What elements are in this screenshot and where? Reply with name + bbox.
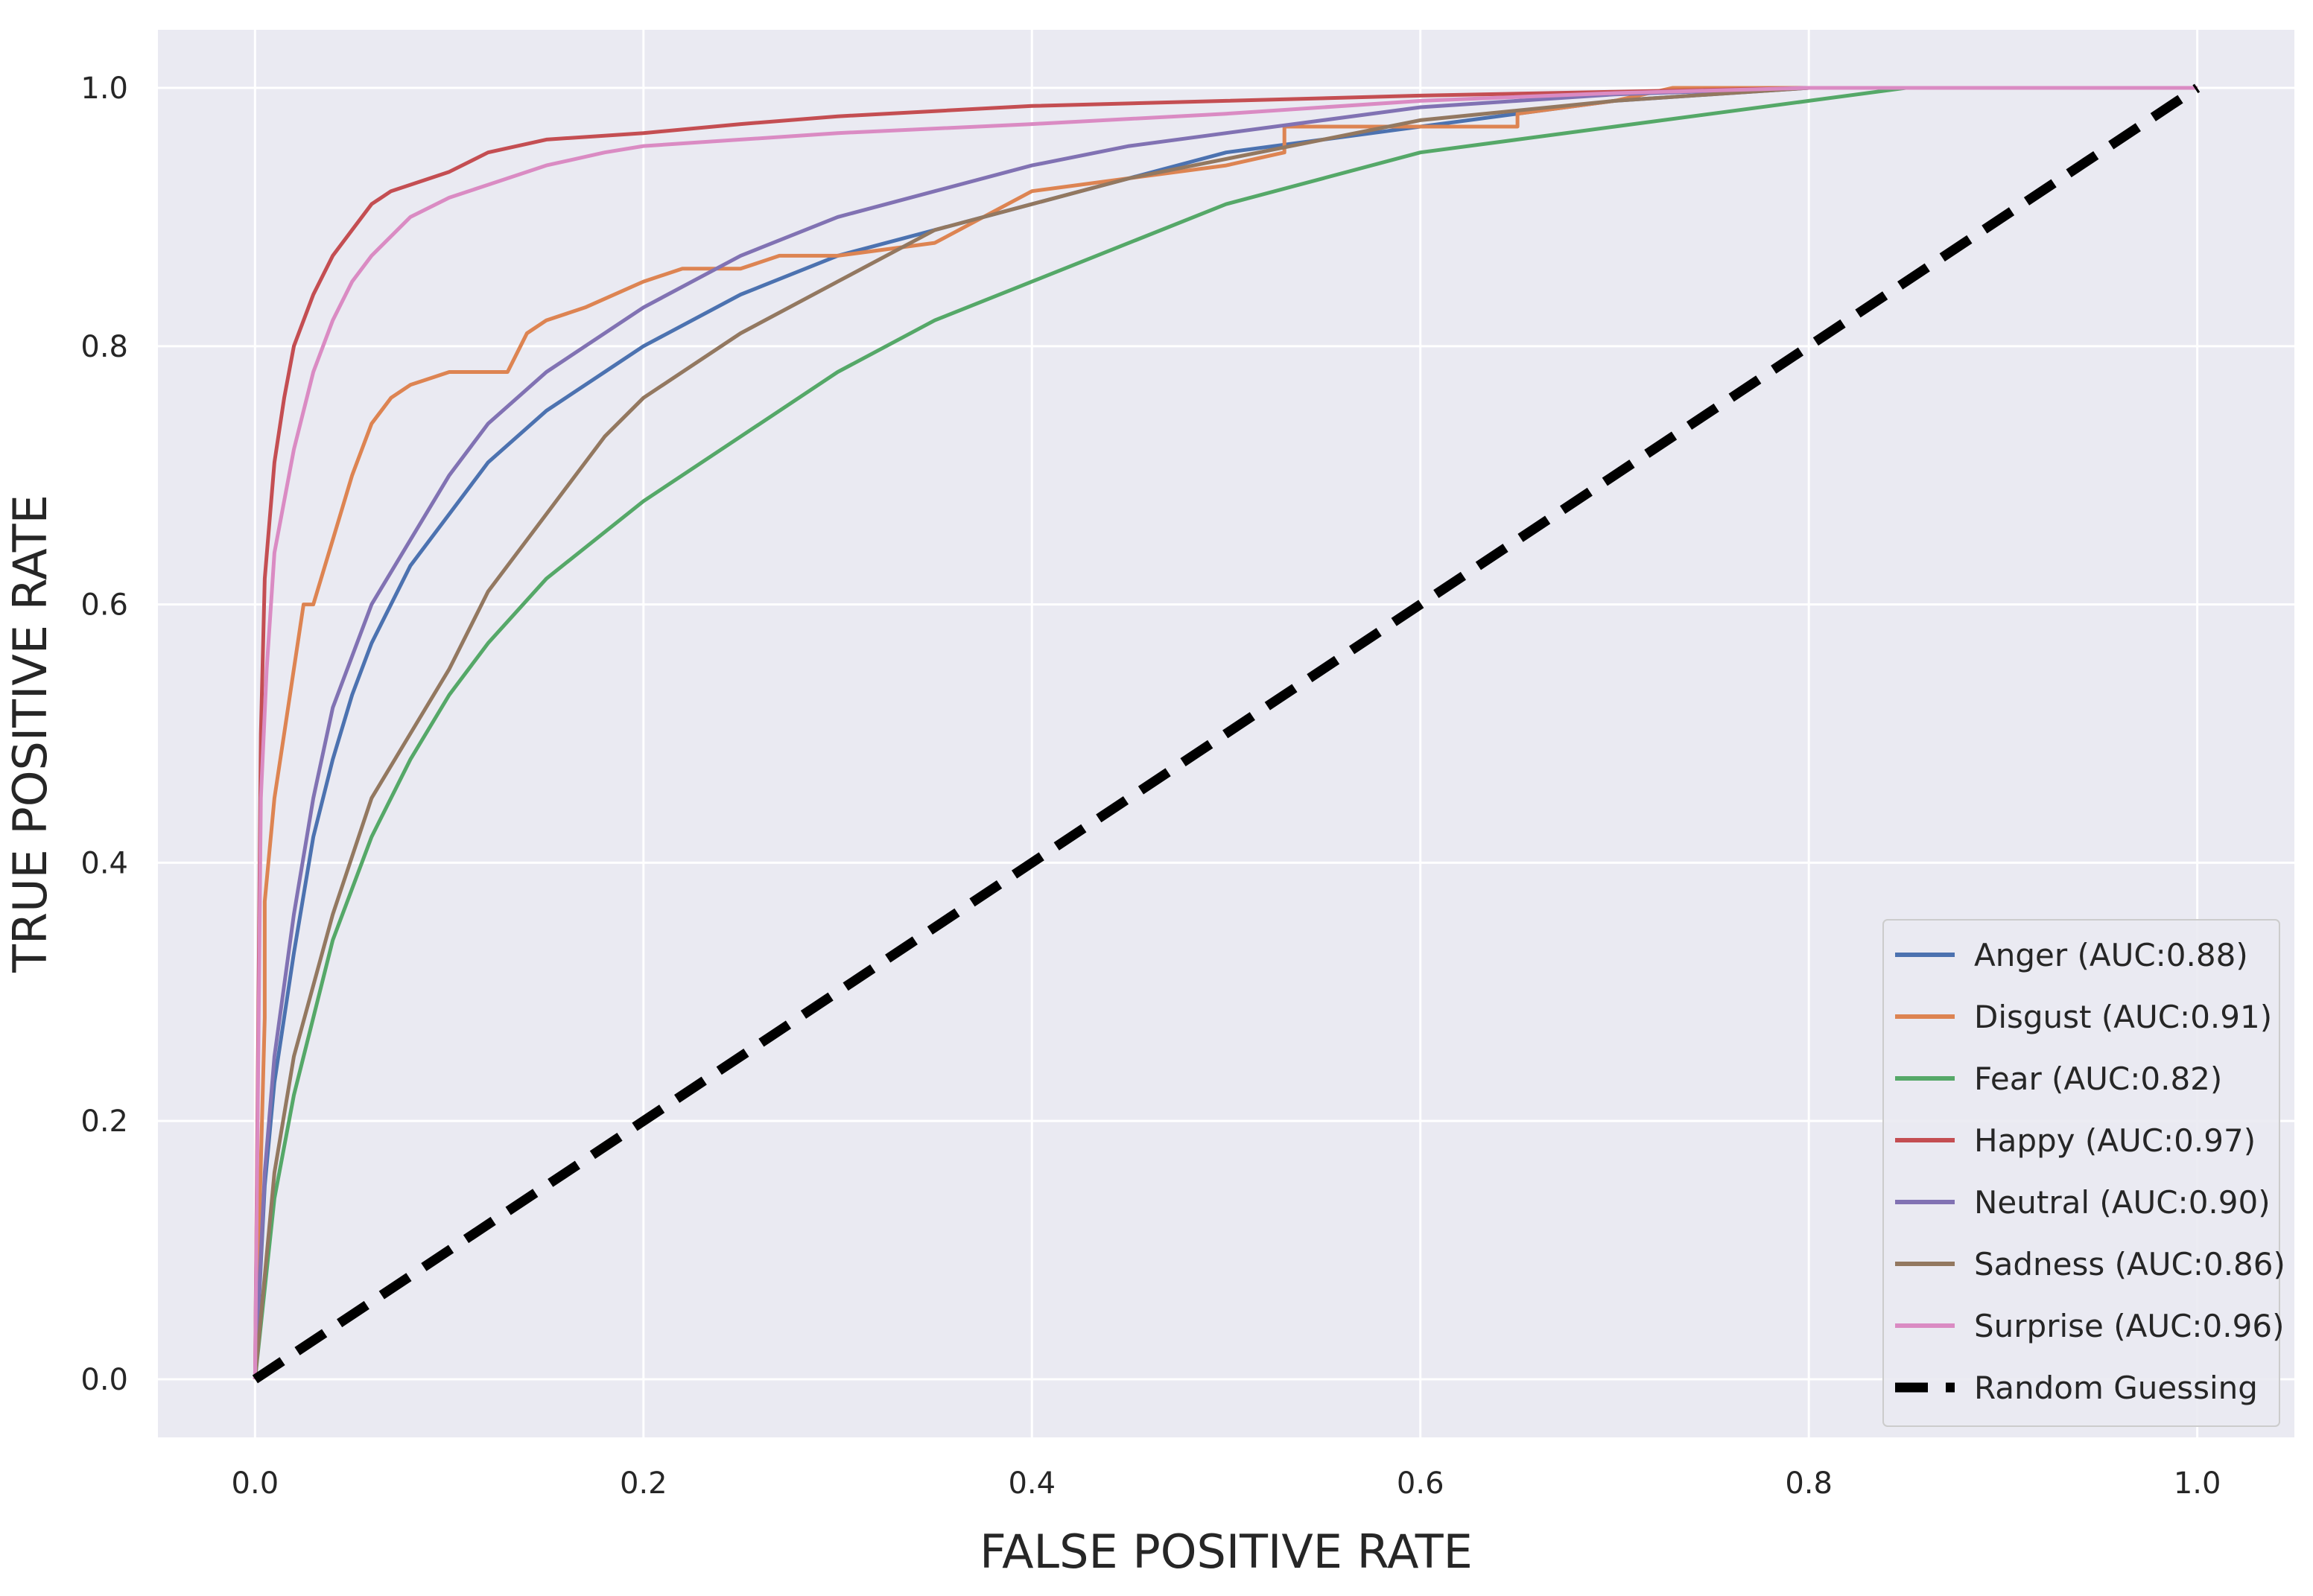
grid <box>158 30 2294 1437</box>
legend-box <box>1882 919 2280 1427</box>
series-line-fear <box>253 86 2198 1380</box>
legend-label: Disgust (AUC:0.91) <box>1974 999 2272 1035</box>
y-tick-label: 0.8 <box>80 330 128 364</box>
x-tick-label: 0.6 <box>1397 1466 1444 1501</box>
x-tick-label: 1.0 <box>2174 1466 2221 1501</box>
x-axis-title: FALSE POSITIVE RATE <box>980 1525 1473 1579</box>
legend-label: Anger (AUC:0.88) <box>1974 937 2248 973</box>
y-tick-label: 0.2 <box>80 1104 128 1139</box>
legend-label: Happy (AUC:0.97) <box>1974 1122 2256 1159</box>
y-tick-label: 1.0 <box>80 71 128 106</box>
series-line-anger <box>253 86 2198 1380</box>
legend-label: Sadness (AUC:0.86) <box>1974 1246 2285 1282</box>
x-tick-label: 0.2 <box>620 1466 667 1501</box>
tick-labels: 0.0 0.2 0.4 0.6 0.8 1.0 0.0 0.2 0.4 0.6 0.8 1.0 <box>80 71 2221 1501</box>
y-tick-label: 0.4 <box>80 846 128 880</box>
x-tick-label: 0.4 <box>1008 1466 1056 1501</box>
legend-label: Fear (AUC:0.82) <box>1974 1061 2222 1097</box>
x-tick-label: 0.0 <box>232 1466 279 1501</box>
legend-label: Random Guessing <box>1974 1370 2258 1406</box>
legend-label: Surprise (AUC:0.96) <box>1974 1308 2284 1344</box>
series-lines <box>252 83 2201 1384</box>
legend: Anger (AUC:0.88) Disgust (AUC:0.91) Fear (… <box>1882 919 2285 1427</box>
x-tick-label: 0.8 <box>1785 1466 1833 1501</box>
y-axis-title: TRUE POSITIVE RATE <box>3 495 57 973</box>
series-line-sadness <box>253 86 2198 1380</box>
series-line-random <box>252 83 2201 1384</box>
y-tick-label: 0.0 <box>80 1363 128 1397</box>
y-tick-label: 0.6 <box>80 588 128 623</box>
series-line-happy <box>253 86 2198 1380</box>
legend-label: Neutral (AUC:0.90) <box>1974 1184 2271 1221</box>
series-line-disgust <box>253 86 2198 1380</box>
series-line-surprise <box>253 86 2198 1380</box>
series-line-neutral <box>253 86 2198 1380</box>
